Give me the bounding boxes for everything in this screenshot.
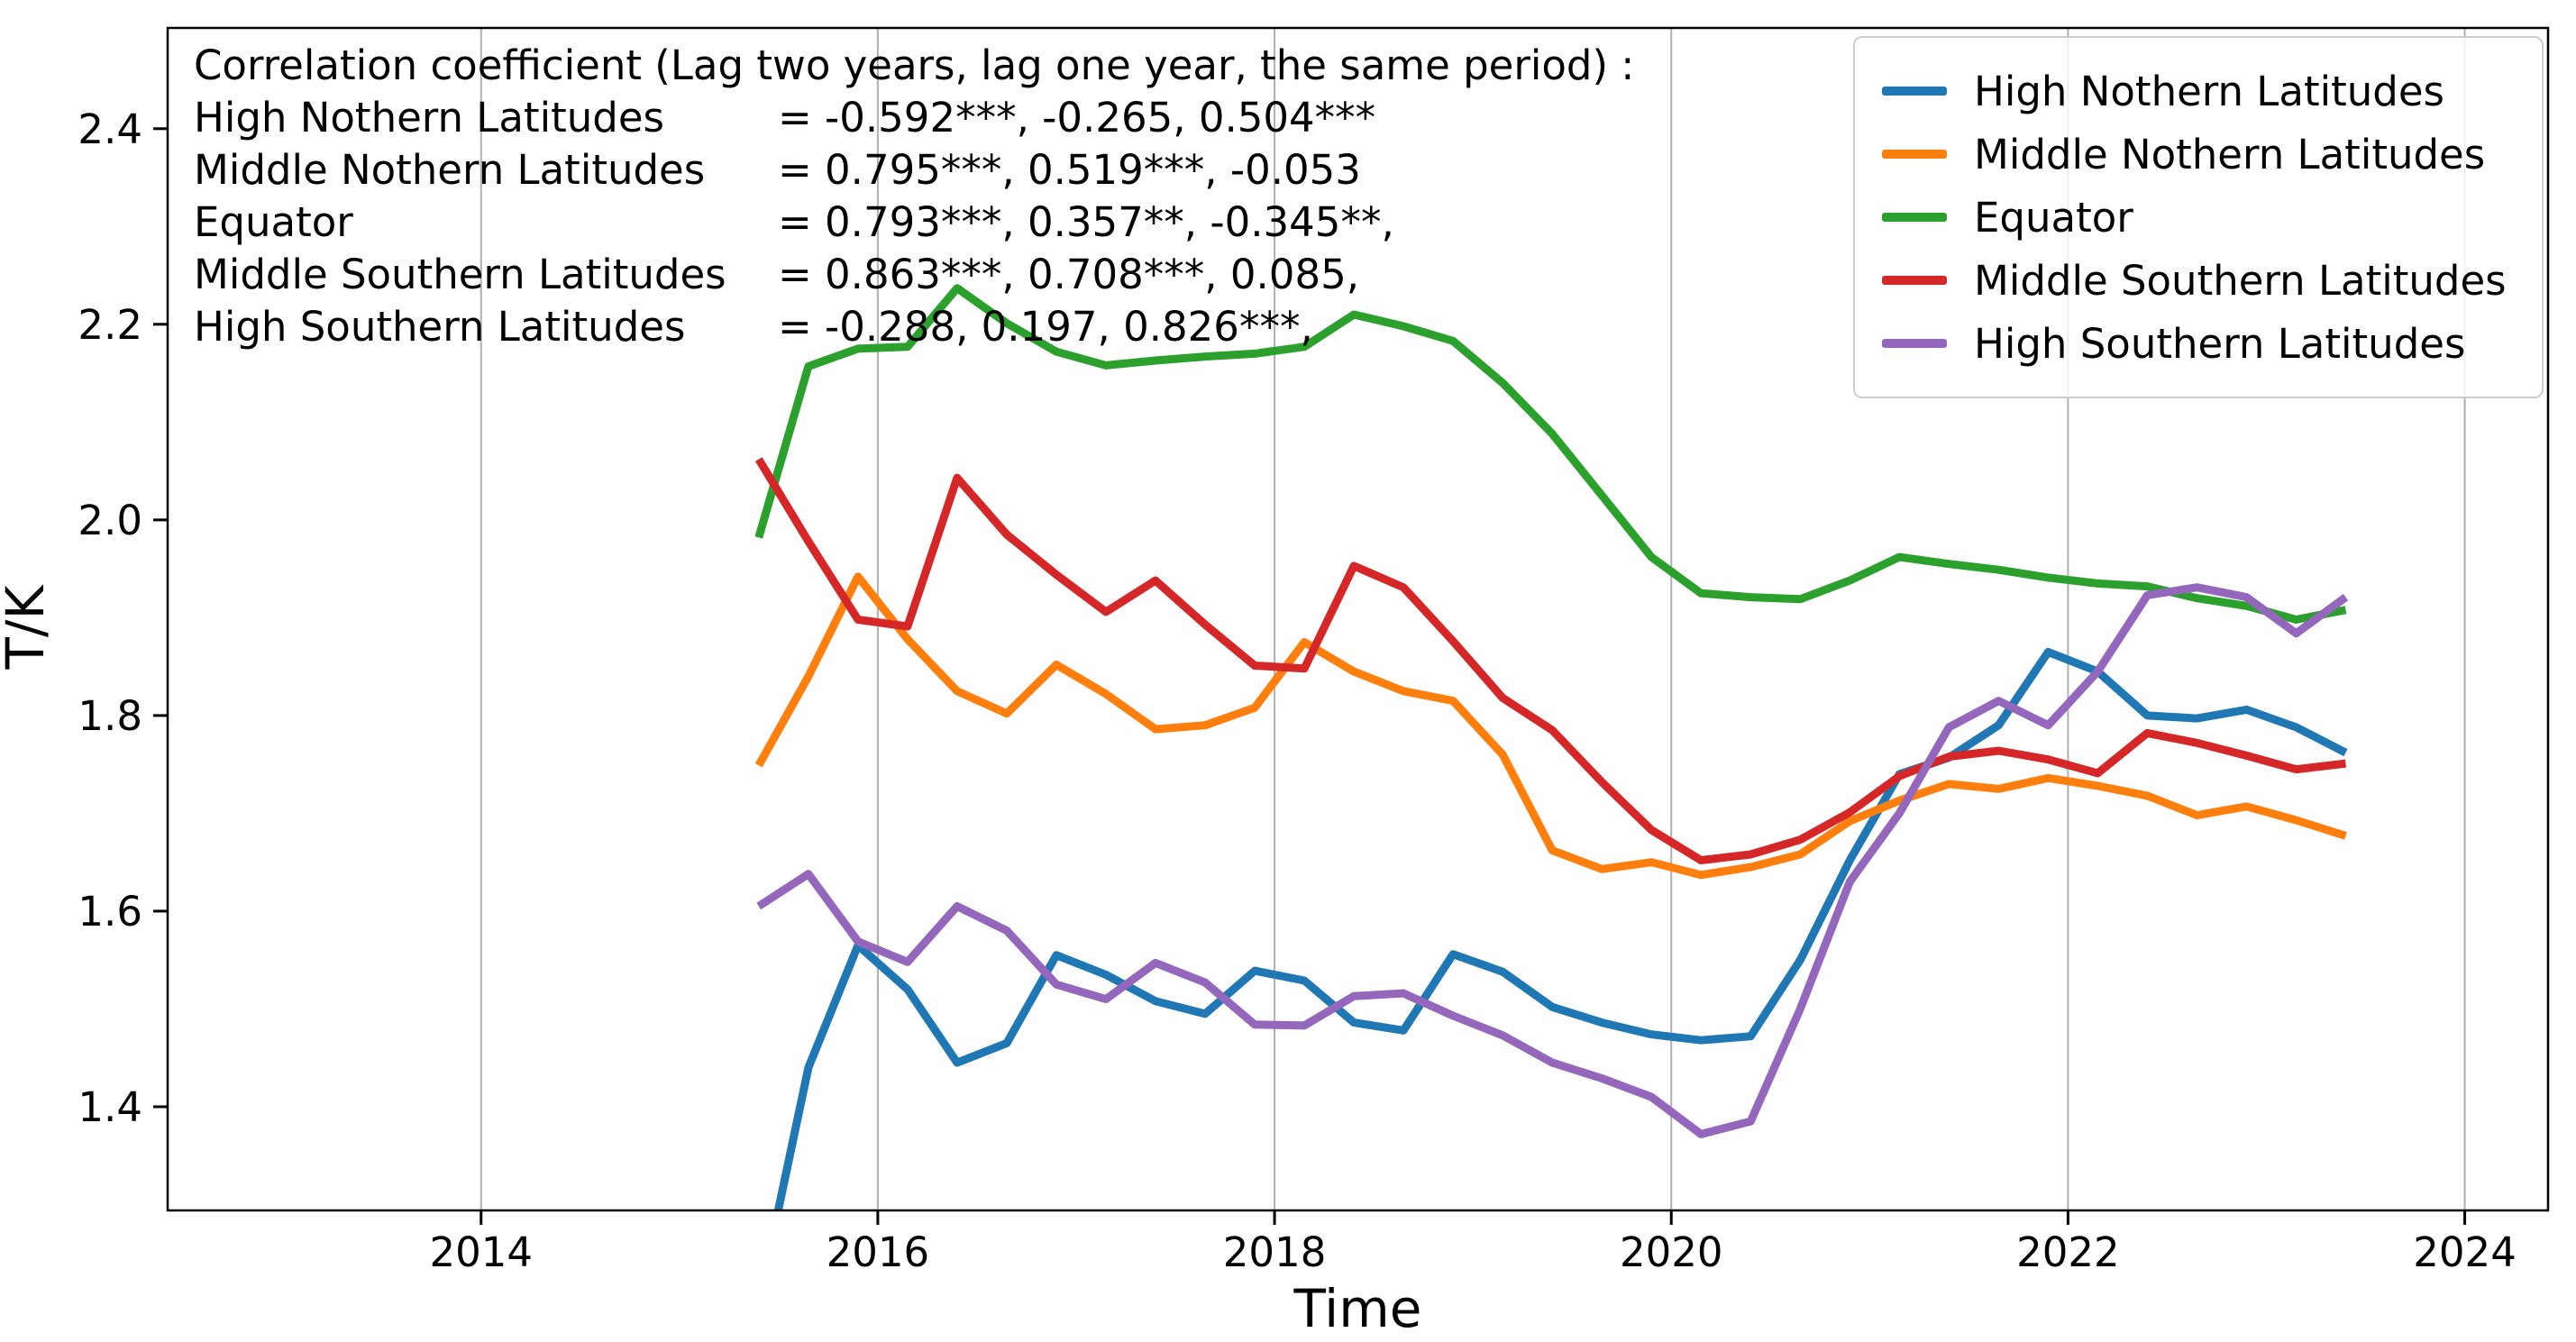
annotation-series-values: = 0.863***, 0.708***, 0.085, (778, 251, 1360, 298)
legend-swatch (1882, 150, 1947, 159)
annotation-row: Middle Nothern Latitudes = 0.795***, 0.5… (194, 144, 1634, 196)
y-tick-label: 2.0 (78, 497, 142, 544)
annotation-row: High Nothern Latitudes = -0.592***, -0.2… (194, 92, 1634, 144)
x-tick-label: 2018 (1223, 1228, 1327, 1276)
x-tick-label: 2016 (827, 1228, 930, 1276)
x-tick-label: 2022 (2016, 1228, 2120, 1276)
legend-items: High Nothern Latitudes Middle Nothern La… (1882, 59, 2542, 375)
legend-item: High Nothern Latitudes (1882, 59, 2542, 123)
y-axis-label: T/K (0, 585, 56, 670)
annotation-series-name: Middle Southern Latitudes (194, 251, 726, 298)
legend-item: High Southern Latitudes (1882, 312, 2542, 375)
legend-swatch (1882, 339, 1947, 348)
annotation-series-name: High Southern Latitudes (194, 303, 686, 351)
annotation-series-name: Middle Nothern Latitudes (194, 146, 706, 194)
annotation-series-values: = 0.793***, 0.357**, -0.345**, (778, 198, 1394, 246)
legend-swatch (1882, 87, 1947, 96)
annotation-series-values: = -0.288, 0.197, 0.826***, (778, 303, 1313, 351)
annotation-header: Correlation coefficient (Lag two years, … (194, 41, 1635, 89)
annotation-row: High Southern Latitudes = -0.288, 0.197,… (194, 301, 1634, 353)
x-axis-label: Time (1293, 1278, 1422, 1339)
legend: High Nothern Latitudes Middle Nothern La… (1853, 36, 2544, 398)
annotation-series-name: High Nothern Latitudes (194, 94, 664, 142)
x-tick-label: 2020 (1620, 1228, 1723, 1276)
legend-label: Middle Nothern Latitudes (1974, 130, 2486, 178)
correlation-annotation: Correlation coefficient (Lag two years, … (194, 40, 1634, 353)
y-tick-label: 2.2 (78, 301, 142, 349)
y-tick-label: 1.8 (78, 692, 142, 740)
annotation-row: Equator = 0.793***, 0.357**, -0.345**, (194, 196, 1634, 249)
annotation-series-values: = -0.592***, -0.265, 0.504*** (778, 94, 1376, 142)
plot-border (166, 26, 2550, 1212)
legend-item: Equator (1882, 186, 2542, 249)
legend-item: Middle Southern Latitudes (1882, 249, 2542, 312)
legend-item: Middle Nothern Latitudes (1882, 123, 2542, 186)
legend-label: Middle Southern Latitudes (1974, 256, 2507, 305)
legend-label: Equator (1974, 193, 2133, 242)
annotation-row: Middle Southern Latitudes = 0.863***, 0.… (194, 249, 1634, 301)
legend-label: High Southern Latitudes (1974, 319, 2466, 368)
series-line-equator (754, 284, 2347, 624)
x-tick-label: 2024 (2413, 1228, 2517, 1276)
annotation-series-name: Equator (194, 198, 353, 246)
legend-label: High Nothern Latitudes (1974, 67, 2444, 115)
series-line-middle-southern-latitudes (754, 457, 2347, 864)
y-tick-label: 1.6 (78, 888, 142, 936)
annotation-rows: High Nothern Latitudes = -0.592***, -0.2… (194, 92, 1634, 353)
legend-swatch (1882, 213, 1947, 222)
series-line-middle-nothern-latitudes (754, 572, 2347, 880)
legend-swatch (1882, 276, 1947, 285)
y-tick-label: 1.4 (78, 1083, 142, 1131)
y-tick-label: 2.4 (78, 105, 142, 153)
series-line-high-southern-latitudes (756, 583, 2349, 1138)
annotation-series-values: = 0.795***, 0.519***, -0.053 (778, 146, 1361, 194)
x-tick-label: 2014 (429, 1228, 533, 1276)
series-line-high-nothern-latitudes (773, 647, 2348, 1210)
